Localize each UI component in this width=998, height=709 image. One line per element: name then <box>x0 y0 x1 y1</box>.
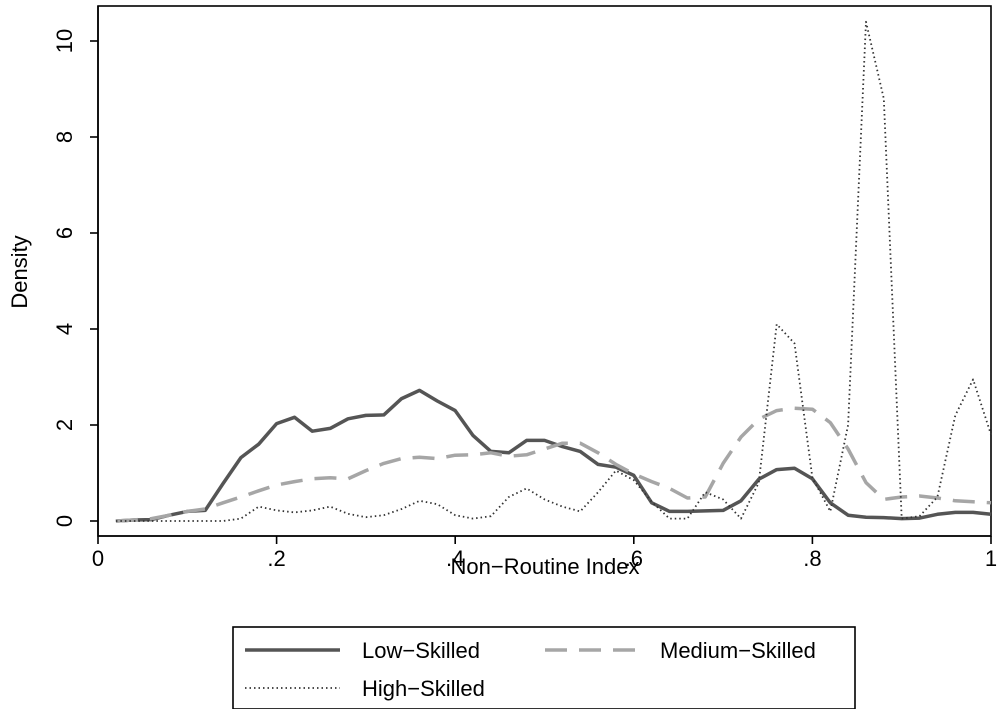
legend-label-high-skilled: High−Skilled <box>362 676 485 701</box>
plot-frame <box>97 5 992 537</box>
y-tick-label: 6 <box>52 227 77 239</box>
y-tick-label: 8 <box>52 131 77 143</box>
x-tick-label: .4 <box>446 546 464 571</box>
x-axis-ticks: 0 .2 .4 .6 .8 1 <box>92 536 997 571</box>
x-tick-label: .8 <box>803 546 821 571</box>
y-axis-title: Density <box>7 235 32 308</box>
legend-label-medium-skilled: Medium−Skilled <box>660 638 816 663</box>
legend-label-low-skilled: Low−Skilled <box>362 638 480 663</box>
series-line-low-skilled <box>115 388 992 523</box>
series-line-high-skilled <box>115 20 992 522</box>
legend-box <box>232 626 856 709</box>
series-lines <box>115 20 992 523</box>
legend: Low−Skilled Medium−Skilled High−Skilled <box>232 626 856 709</box>
series-line-medium-skilled <box>115 406 992 523</box>
y-axis-ticks: 0 2 4 6 8 10 <box>52 29 98 527</box>
y-tick-label: 10 <box>52 29 77 53</box>
x-tick-label: 0 <box>92 546 104 571</box>
x-tick-label: .6 <box>625 546 643 571</box>
y-tick-label: 4 <box>52 323 77 335</box>
y-tick-label: 0 <box>52 515 77 527</box>
x-axis-title: Non−Routine Index <box>451 554 640 579</box>
x-tick-label: .2 <box>267 546 285 571</box>
y-tick-label: 2 <box>52 419 77 431</box>
x-tick-label: 1 <box>985 546 997 571</box>
